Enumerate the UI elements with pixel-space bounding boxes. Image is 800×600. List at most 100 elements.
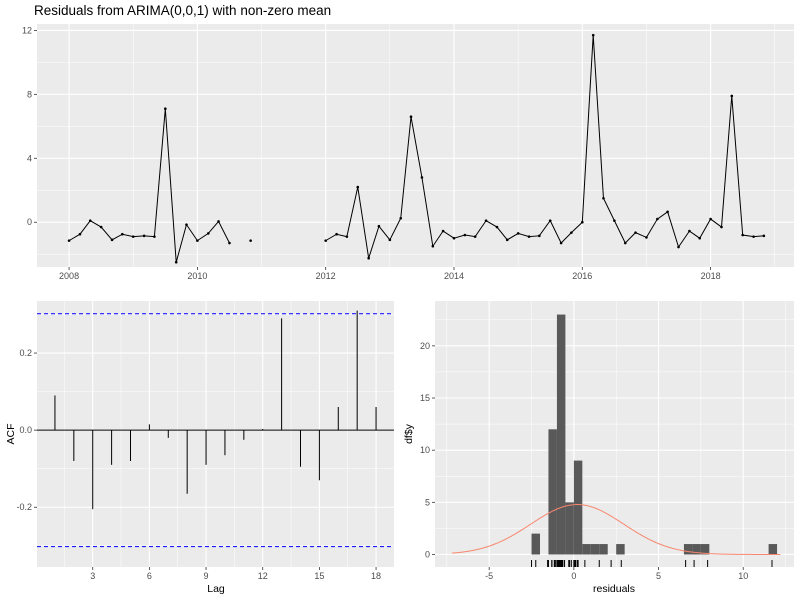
y-tick-label: 0	[27, 217, 32, 227]
data-point	[495, 225, 499, 229]
data-point	[709, 217, 712, 221]
histogram-bar	[582, 544, 591, 555]
data-point	[698, 236, 701, 240]
data-point	[367, 256, 370, 260]
data-point	[452, 236, 456, 240]
series-line-segment	[325, 35, 764, 259]
series-marks	[67, 33, 766, 264]
data-point	[142, 234, 146, 238]
x-tick-label: 2008	[59, 271, 79, 281]
y-tick-label: 12	[22, 25, 32, 35]
histogram-bar	[565, 502, 574, 555]
data-point	[345, 235, 349, 238]
data-point	[677, 245, 680, 249]
histogram-x-axis-label: residuals	[593, 583, 635, 595]
histogram-panel: -5 0 5 10 0 5 10 15 20 residuals df$y	[403, 301, 794, 595]
data-point	[185, 223, 188, 226]
y-tick-label: 0.2	[19, 348, 32, 358]
data-point	[153, 235, 156, 238]
histogram-bar	[548, 429, 557, 555]
tick-labels: 2008 2010 2012 2014 2016 2018 0 4 8 12	[22, 25, 721, 281]
data-point	[752, 235, 755, 238]
data-point	[580, 220, 584, 224]
x-tick-label: 9	[204, 571, 209, 581]
data-point	[656, 217, 659, 221]
data-point	[505, 238, 509, 242]
data-point	[741, 233, 744, 237]
data-point	[324, 239, 327, 242]
panel-background	[37, 301, 394, 567]
data-point	[388, 238, 392, 242]
data-point	[121, 232, 124, 236]
x-tick-label: 6	[147, 571, 152, 581]
data-point	[591, 33, 595, 37]
data-point	[335, 232, 338, 236]
tick-labels: 3 6 9 12 15 18 -0.2 0.0 0.2	[16, 348, 381, 581]
data-point	[196, 239, 199, 242]
y-tick-label: 4	[27, 153, 32, 163]
histogram-bar	[599, 544, 608, 555]
data-point	[110, 238, 114, 242]
x-tick-label: 15	[314, 571, 324, 581]
data-point	[762, 234, 766, 238]
data-point	[516, 232, 520, 235]
data-point	[634, 231, 637, 234]
x-tick-label: 3	[90, 571, 95, 581]
data-point	[730, 94, 734, 98]
x-tick-label: 0	[571, 571, 576, 581]
y-tick-label: 10	[420, 445, 430, 455]
histogram-bar	[683, 544, 693, 555]
data-point	[249, 239, 252, 242]
data-point	[463, 233, 467, 237]
data-point	[78, 232, 82, 236]
x-tick-label: 18	[371, 571, 381, 581]
acf-y-axis-label: ACF	[5, 424, 17, 445]
x-tick-label: 2018	[701, 271, 721, 281]
data-point	[399, 216, 403, 220]
chart-title: Residuals from ARIMA(0,0,1) with non-zer…	[34, 3, 331, 18]
histogram-bar	[590, 544, 600, 555]
acf-bars	[37, 310, 394, 548]
data-point	[88, 219, 92, 222]
y-tick-label: 0	[425, 549, 430, 559]
data-point	[409, 115, 413, 119]
data-point	[570, 231, 573, 234]
x-tick-label: 5	[656, 571, 661, 581]
y-tick-label: 20	[420, 341, 430, 351]
histogram-bar	[700, 544, 710, 555]
histogram-bars	[451, 314, 781, 567]
histogram-bar	[692, 544, 701, 555]
acf-panel: 3 6 9 12 15 18 -0.2 0.0 0.2 Lag ACF	[5, 301, 394, 595]
gridlines	[37, 301, 394, 567]
data-point	[174, 260, 178, 264]
data-point	[356, 185, 360, 189]
series-line-segment	[68, 108, 230, 263]
residuals-time-series-panel: 2008 2010 2012 2014 2016 2018 0 4 8 12	[22, 24, 794, 281]
x-tick-label: 2016	[572, 271, 592, 281]
histogram-bar	[531, 533, 540, 555]
gridlines	[37, 24, 794, 267]
data-point	[720, 225, 723, 229]
data-point	[431, 244, 435, 248]
y-tick-label: -0.2	[16, 502, 32, 512]
tick-labels: -5 0 5 10 0 5 10 15 20	[420, 341, 748, 581]
data-point	[99, 225, 103, 229]
data-point	[67, 239, 71, 242]
data-point	[131, 235, 135, 238]
x-tick-label: 12	[258, 571, 268, 581]
y-tick-label: 15	[420, 393, 430, 403]
data-point	[484, 219, 488, 222]
x-tick-label: 2012	[316, 271, 336, 281]
normal-density-curve	[451, 504, 781, 555]
data-point	[441, 229, 445, 233]
y-tick-label: 5	[425, 497, 430, 507]
data-point	[623, 241, 627, 245]
histogram-bar	[573, 460, 583, 555]
histogram-bar	[556, 314, 566, 555]
y-tick-label: 8	[27, 89, 32, 99]
data-point	[420, 176, 424, 179]
histogram-y-axis-label: df$y	[403, 423, 415, 444]
panel-background	[37, 24, 794, 267]
data-point	[377, 224, 381, 228]
data-point	[473, 235, 477, 238]
